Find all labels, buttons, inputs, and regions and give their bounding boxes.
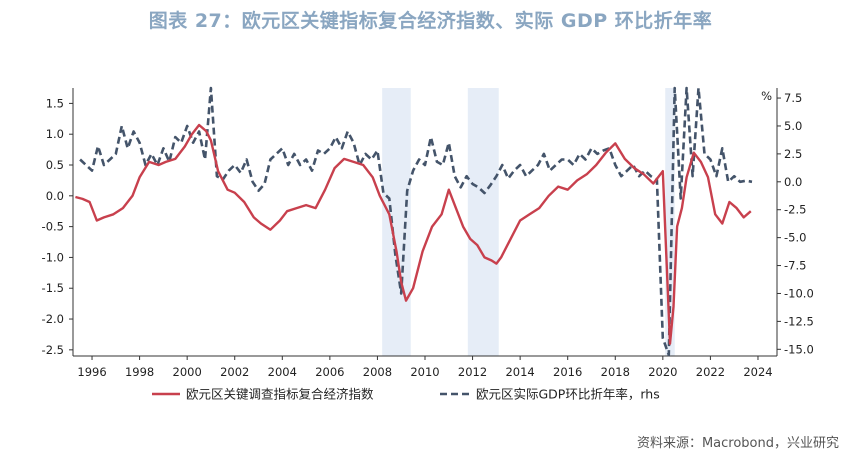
recession-shades [382, 88, 675, 356]
source-note: 资料来源：Macrobond，兴业研究 [636, 436, 839, 451]
left-tick-label: -0.5 [42, 220, 64, 234]
x-tick-label: 2004 [268, 365, 297, 379]
left-tick-label: 1.5 [46, 96, 64, 110]
x-tick-label: 2022 [696, 365, 725, 379]
legend-label-gdp-qoq-saar: 欧元区实际GDP环比折年率，rhs [476, 387, 660, 402]
left-tick-label: -2.0 [42, 312, 64, 326]
x-tick-label: 2016 [553, 365, 582, 379]
x-tick-label: 2024 [743, 365, 772, 379]
right-tick-label: -7.5 [784, 259, 806, 273]
chart-title: 图表 27：欧元区关键指标复合经济指数、实际 GDP 环比折年率 [148, 10, 713, 32]
recession-shade-1 [467, 88, 499, 356]
right-tick-label: -12.5 [784, 314, 814, 328]
gdp-qoq-saar-line [79, 86, 753, 357]
left-tick-label: -2.5 [42, 343, 64, 357]
x-tick-label: 1998 [125, 365, 154, 379]
left-tick-label: -1.5 [42, 281, 64, 295]
right-tick-label: -5.0 [784, 231, 806, 245]
right-tick-label: -15.0 [784, 342, 814, 356]
x-tick-label: 2014 [505, 365, 534, 379]
legend: 欧元区关键调查指标复合经济指数 欧元区实际GDP环比折年率，rhs [152, 387, 660, 402]
x-tick-label: 2010 [410, 365, 439, 379]
right-tick-label: -10.0 [784, 286, 814, 300]
right-axis-unit: % [761, 89, 772, 103]
x-tick-label: 2018 [601, 365, 630, 379]
left-tick-label: 1.0 [46, 127, 64, 141]
x-tick-label: 2020 [648, 365, 677, 379]
axes: -2.5 -2.0 -1.5 -1.0 -0.5 0.0 0.5 1.0 1.5 -15.0 -12… [42, 88, 814, 379]
x-tick-label: 2008 [363, 365, 392, 379]
x-tick-label: 2000 [173, 365, 202, 379]
composite-index-line [75, 123, 752, 345]
left-tick-label: -1.0 [42, 250, 64, 264]
right-tick-label: 2.5 [784, 147, 802, 161]
right-tick-label: 7.5 [784, 91, 802, 105]
x-tick-label: 1996 [77, 365, 106, 379]
left-tick-label: 0.5 [46, 158, 64, 172]
x-tick-label: 2012 [458, 365, 487, 379]
legend-label-composite-index: 欧元区关键调查指标复合经济指数 [186, 387, 374, 402]
left-tick-label: 0.0 [46, 189, 64, 203]
series-lines [75, 86, 753, 357]
recession-shade-2 [665, 88, 675, 356]
right-tick-label: 0.0 [784, 175, 802, 189]
right-tick-label: 5.0 [784, 119, 802, 133]
x-tick-label: 2006 [315, 365, 344, 379]
x-tick-label: 2002 [220, 365, 249, 379]
right-tick-label: -2.5 [784, 203, 806, 217]
